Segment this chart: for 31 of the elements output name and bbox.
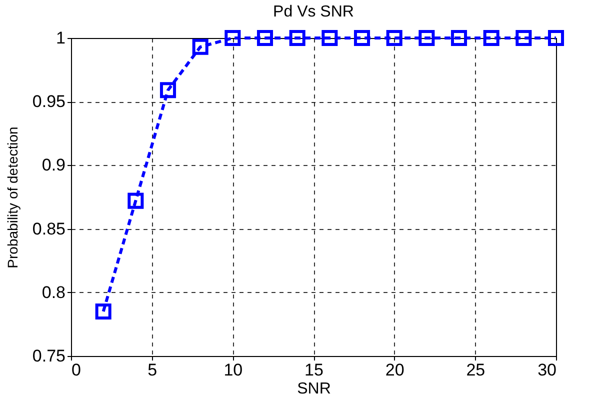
x-tick-label: 25 bbox=[466, 360, 486, 380]
y-axis-title: Probability of detection bbox=[4, 126, 20, 268]
x-tick-label: 20 bbox=[385, 360, 404, 380]
point bbox=[483, 30, 500, 46]
point bbox=[160, 82, 176, 98]
x-tick-label: 15 bbox=[304, 360, 324, 380]
y-tick-label: 0.8 bbox=[42, 282, 66, 302]
point bbox=[354, 30, 370, 46]
point bbox=[516, 30, 532, 46]
x-axis-title: SNR bbox=[297, 380, 331, 398]
y-tick-label: 1 bbox=[56, 28, 66, 48]
x-tick-label: 5 bbox=[148, 360, 158, 380]
point bbox=[95, 303, 112, 320]
point bbox=[386, 30, 402, 46]
point bbox=[128, 192, 144, 209]
point bbox=[322, 30, 338, 46]
y-tick-label: 0.95 bbox=[32, 92, 66, 112]
point bbox=[224, 30, 241, 46]
y-tick-label: 0.85 bbox=[32, 219, 66, 238]
y-tick-label: 0.9 bbox=[42, 156, 66, 175]
x-tick-label: 0 bbox=[72, 360, 81, 380]
x-tick-label: 30 bbox=[538, 360, 556, 380]
point bbox=[450, 30, 468, 46]
point bbox=[418, 30, 435, 46]
point bbox=[548, 30, 564, 46]
point bbox=[289, 30, 306, 46]
point bbox=[256, 30, 274, 46]
point bbox=[192, 38, 208, 55]
y-tick-label: 0.75 bbox=[32, 346, 66, 366]
chart-title: Pd Vs SNR bbox=[273, 3, 354, 20]
x-tick-label: 10 bbox=[224, 360, 243, 380]
